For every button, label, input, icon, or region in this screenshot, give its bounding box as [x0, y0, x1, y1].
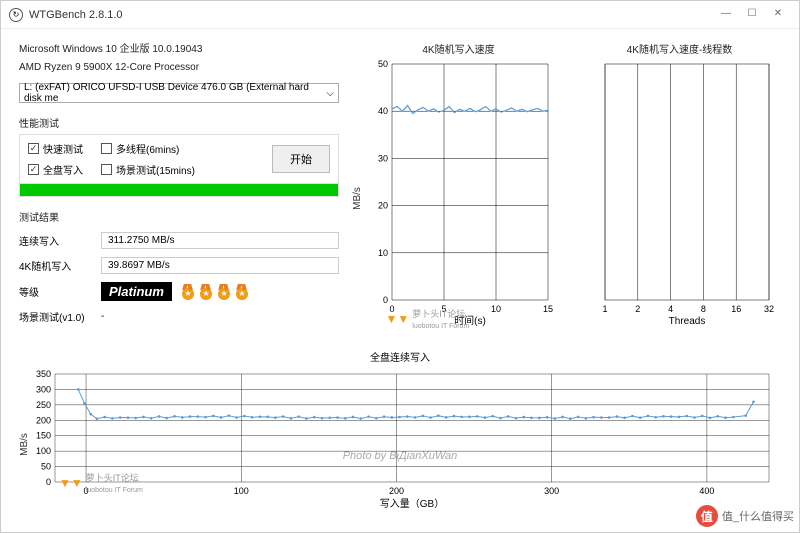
forum-watermark-2: ▼▼ 萝卜头IT论坛luobotou IT Forum: [59, 471, 143, 494]
medals: ★ ★ ★ ★: [180, 284, 250, 300]
titlebar: ↻ WTGBench 2.8.1.0 — ☐ ✕: [1, 1, 799, 29]
svg-text:15: 15: [542, 304, 552, 314]
svg-text:40: 40: [377, 106, 387, 116]
svg-text:150: 150: [36, 431, 51, 441]
chart2-svg: 1 2 4 8 16 32 Threads: [585, 58, 775, 328]
maximize-button[interactable]: ☐: [739, 5, 765, 25]
svg-text:20: 20: [377, 201, 387, 211]
svg-text:300: 300: [544, 486, 559, 496]
svg-text:350: 350: [36, 370, 51, 379]
svg-text:8: 8: [700, 304, 705, 314]
chart3-title: 全盘连续写入: [19, 349, 781, 364]
results-label: 测试结果: [19, 209, 339, 224]
opt-quick[interactable]: ✓快速测试: [28, 141, 83, 156]
svg-text:100: 100: [234, 486, 249, 496]
svg-text:30: 30: [377, 153, 387, 163]
row-4k: 4K随机写入 39.8697 MB/s: [19, 257, 339, 274]
svg-text:Threads: Threads: [668, 316, 705, 327]
app-window: ↻ WTGBench 2.8.1.0 — ☐ ✕ Microsoft Windo…: [0, 0, 800, 533]
left-panel: Microsoft Windows 10 企业版 10.0.19043 AMD …: [19, 41, 339, 341]
opt-full[interactable]: ✓全盘写入: [28, 162, 83, 177]
perf-label: 性能测试: [19, 115, 339, 130]
svg-text:300: 300: [36, 384, 51, 394]
svg-text:32: 32: [763, 304, 773, 314]
forum-watermark: ▼▼ 萝卜头IT论坛luobotou IT Forum: [386, 307, 470, 330]
cpu-line: AMD Ryzen 9 5900X 12-Core Processor: [19, 59, 339, 77]
row-grade: 等级 Platinum ★ ★ ★ ★: [19, 282, 339, 301]
window-title: WTGBench 2.8.1.0: [29, 9, 713, 21]
chart-4k-threads: 4K随机写入速度-线程数 12481632Threads: [578, 41, 781, 341]
svg-text:1: 1: [602, 304, 607, 314]
opt-multi[interactable]: 多线程(6mins): [101, 141, 179, 156]
svg-text:50: 50: [377, 59, 387, 69]
svg-text:0: 0: [46, 477, 51, 487]
chevron-down-icon: ⌵: [326, 88, 334, 99]
row-seq: 连续写入 311.2750 MB/s: [19, 232, 339, 249]
close-button[interactable]: ✕: [765, 5, 791, 25]
system-info: Microsoft Windows 10 企业版 10.0.19043 AMD …: [19, 41, 339, 77]
svg-text:10: 10: [377, 248, 387, 258]
grade-badge: Platinum: [101, 282, 172, 301]
chart-4k-speed: 4K随机写入速度 MB/s 01020304050051015时间(s) ▼▼ …: [357, 41, 560, 341]
site-watermark: 值 值_什么值得买: [696, 505, 794, 527]
progress-bar: [19, 183, 339, 197]
svg-text:400: 400: [699, 486, 714, 496]
svg-text:250: 250: [36, 400, 51, 410]
chart1-svg: 01020304050051015时间(s): [364, 58, 554, 328]
start-button[interactable]: 开始: [272, 145, 330, 173]
svg-text:0: 0: [382, 295, 387, 305]
app-icon: ↻: [9, 8, 23, 22]
opt-scene[interactable]: 场景测试(15mins): [101, 162, 195, 177]
svg-text:4: 4: [668, 304, 673, 314]
row-scene: 场景测试(v1.0) -: [19, 309, 339, 324]
svg-text:2: 2: [635, 304, 640, 314]
photo-credit: Photo by BiДianXuWan: [343, 450, 458, 462]
scene-value: -: [101, 311, 104, 322]
content: Microsoft Windows 10 企业版 10.0.19043 AMD …: [1, 29, 799, 532]
os-line: Microsoft Windows 10 企业版 10.0.19043: [19, 41, 339, 59]
svg-text:写入量（GB）: 写入量（GB）: [380, 498, 444, 510]
perf-options: ✓快速测试 多线程(6mins) ✓全盘写入 场景测试(15mins) 开始: [19, 134, 339, 184]
minimize-button[interactable]: —: [713, 5, 739, 25]
svg-text:200: 200: [389, 486, 404, 496]
svg-text:50: 50: [41, 462, 51, 472]
chart-fullwrite: MB/s 0501001502002503003500100200300400写…: [19, 370, 781, 524]
carrot-icon: ▼▼: [386, 312, 410, 326]
svg-text:200: 200: [36, 415, 51, 425]
svg-text:10: 10: [490, 304, 500, 314]
drive-select[interactable]: L: (exFAT) ORICO UFSD-I USB Device 476.0…: [19, 83, 339, 103]
seq-value: 311.2750 MB/s: [101, 232, 339, 249]
smzdm-logo-icon: 值: [696, 505, 718, 527]
rand4k-value: 39.8697 MB/s: [101, 257, 339, 274]
svg-text:16: 16: [731, 304, 741, 314]
svg-text:100: 100: [36, 446, 51, 456]
